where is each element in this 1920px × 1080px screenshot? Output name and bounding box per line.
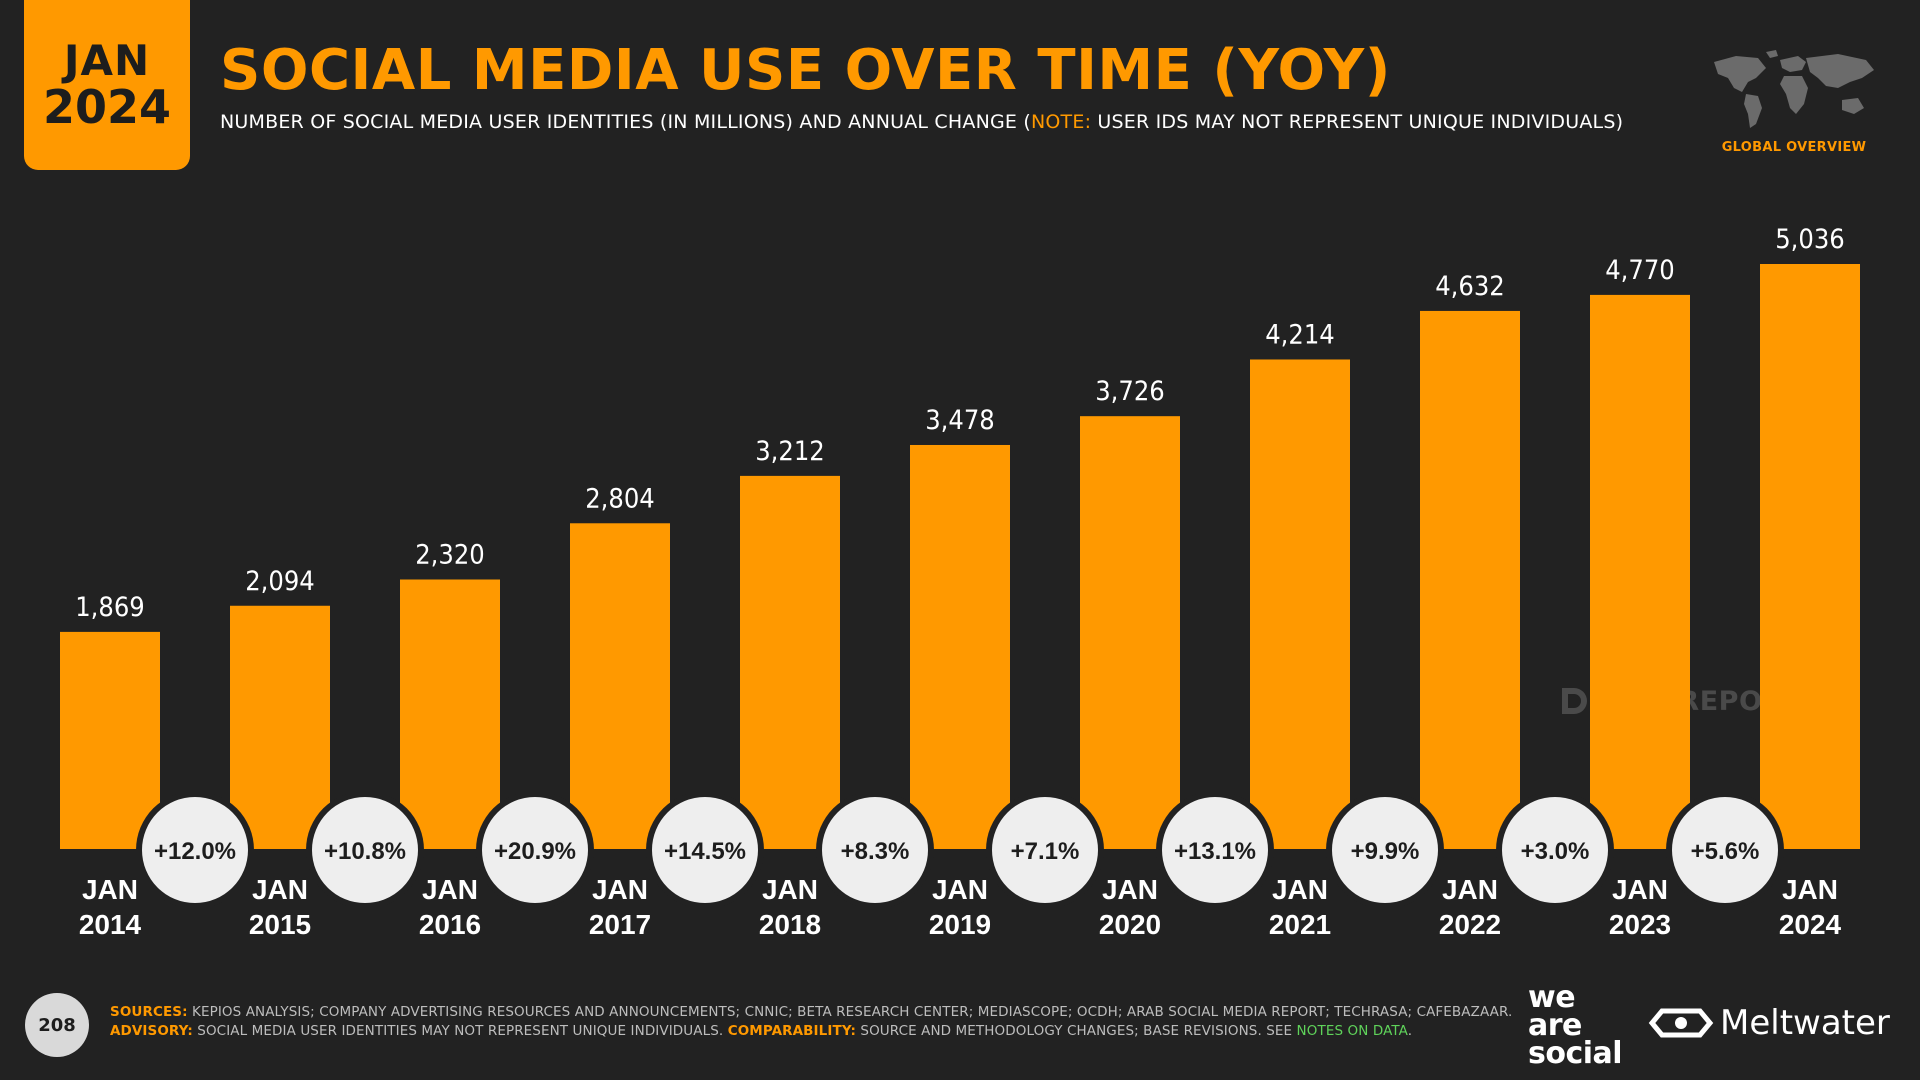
meltwater-text: Meltwater (1720, 1003, 1890, 1043)
change-bubble (482, 797, 588, 903)
bar (1250, 359, 1350, 849)
change-label: +7.1% (1011, 838, 1080, 865)
sources-end-punct: . (1407, 1023, 1413, 1039)
change-bubble (1502, 797, 1608, 903)
bar (1420, 310, 1520, 849)
page-title: SOCIAL MEDIA USE OVER TIME (YOY) (220, 38, 1391, 103)
badge-month: JAN (63, 35, 151, 85)
change-bubble (312, 797, 418, 903)
change-bubble (822, 797, 928, 903)
bar-value-label: 2,320 (415, 540, 485, 571)
bar (570, 523, 670, 849)
x-tick-label-year: 2022 (1439, 909, 1501, 940)
x-tick-label-month: JAN (592, 874, 648, 905)
bar-value-label: 3,478 (925, 405, 995, 436)
change-bubble (142, 797, 248, 903)
change-label: +5.6% (1691, 838, 1760, 865)
x-tick-label-year: 2021 (1269, 909, 1331, 940)
x-tick-label-month: JAN (422, 874, 478, 905)
x-tick-label-year: 2015 (249, 909, 311, 940)
change-label: +8.3% (841, 838, 910, 865)
change-label: +12.0% (154, 838, 236, 865)
x-tick-label-month: JAN (1442, 874, 1498, 905)
x-tick-label-year: 2024 (1779, 909, 1842, 940)
x-tick-label-year: 2023 (1609, 909, 1671, 940)
x-tick-label-month: JAN (762, 874, 818, 905)
change-label: +10.8% (324, 838, 406, 865)
change-label: +13.1% (1174, 838, 1256, 865)
advisory-line: ADVISORY: SOCIAL MEDIA USER IDENTITIES M… (110, 1022, 1512, 1041)
change-label: +20.9% (494, 838, 576, 865)
brand-word-2: are (1528, 1008, 1582, 1043)
bar-value-label: 3,726 (1095, 376, 1165, 407)
x-tick-label-year: 2014 (79, 909, 142, 940)
page-number: 208 (25, 993, 89, 1057)
sources-block: SOURCES: KEPIOS ANALYSIS; COMPANY ADVERT… (110, 1003, 1512, 1041)
comparability-label: COMPARABILITY: (727, 1023, 857, 1039)
x-tick-label-month: JAN (252, 874, 308, 905)
meltwater-logo-icon (1648, 1008, 1714, 1038)
x-tick-label-year: 2016 (419, 909, 481, 940)
x-tick-label-year: 2019 (929, 909, 991, 940)
world-map-icon (1714, 50, 1874, 128)
x-tick-label-month: JAN (82, 874, 138, 905)
date-badge: JAN 2024 (24, 0, 190, 170)
change-bubble (992, 797, 1098, 903)
bar (230, 605, 330, 849)
datareportal-logo-icon (1562, 688, 1587, 714)
bar-value-label: 4,770 (1605, 255, 1675, 286)
bar-value-label: 2,804 (585, 483, 655, 514)
change-label: +14.5% (664, 838, 746, 865)
x-tick-label-month: JAN (1102, 874, 1158, 905)
bar (740, 475, 840, 849)
change-bubble (1162, 797, 1268, 903)
change-bubble (652, 797, 758, 903)
x-tick-label-year: 2020 (1099, 909, 1161, 940)
bar (1760, 264, 1860, 849)
brand-word-3: social (1528, 1036, 1623, 1071)
advisory-text: SOCIAL MEDIA USER IDENTITIES MAY NOT REP… (192, 1023, 728, 1039)
bar-value-label: 3,212 (755, 436, 825, 467)
bar (60, 631, 160, 849)
bar (400, 579, 500, 849)
x-tick-label-month: JAN (1272, 874, 1328, 905)
comparability-text: SOURCE AND METHODOLOGY CHANGES; BASE REV… (856, 1023, 1297, 1039)
bar-value-label: 5,036 (1775, 224, 1845, 255)
change-label: +3.0% (1521, 838, 1590, 865)
x-tick-label-month: JAN (1782, 874, 1838, 905)
bar (1080, 416, 1180, 849)
sources-line: SOURCES: KEPIOS ANALYSIS; COMPANY ADVERT… (110, 1003, 1512, 1022)
global-overview-label: GLOBAL OVERVIEW (1721, 140, 1867, 155)
sources-text: KEPIOS ANALYSIS; COMPANY ADVERTISING RES… (187, 1004, 1513, 1020)
advisory-label: ADVISORY: (110, 1023, 193, 1039)
subtitle-note-text: USER IDS MAY NOT REPRESENT UNIQUE INDIVI… (1091, 111, 1624, 133)
x-tick-label-month: JAN (1612, 874, 1668, 905)
change-bubble (1332, 797, 1438, 903)
we-are-social-logo: we are social (1528, 980, 1623, 1071)
meltwater-logo: Meltwater (1648, 1003, 1890, 1043)
subtitle-main: NUMBER OF SOCIAL MEDIA USER IDENTITIES (… (220, 111, 1031, 133)
subtitle-note-label: NOTE: (1030, 111, 1092, 133)
x-tick-label-year: 2018 (759, 909, 821, 940)
page-subtitle: NUMBER OF SOCIAL MEDIA USER IDENTITIES (… (220, 111, 1623, 133)
bar (910, 444, 1010, 849)
bar-value-label: 4,214 (1265, 319, 1335, 350)
bar-value-label: 1,869 (75, 592, 145, 623)
change-label: +9.9% (1351, 838, 1420, 865)
x-tick-label-month: JAN (932, 874, 988, 905)
sources-label: SOURCES: (110, 1004, 188, 1020)
bar-value-label: 4,632 (1435, 271, 1505, 302)
badge-year: 2024 (42, 79, 172, 134)
bar (1590, 294, 1690, 849)
change-bubble (1672, 797, 1778, 903)
notes-on-data-link[interactable]: NOTES ON DATA (1296, 1023, 1408, 1039)
brand-word-1: we (1528, 980, 1576, 1015)
x-tick-label-year: 2017 (589, 909, 651, 940)
bar-value-label: 2,094 (245, 566, 315, 597)
